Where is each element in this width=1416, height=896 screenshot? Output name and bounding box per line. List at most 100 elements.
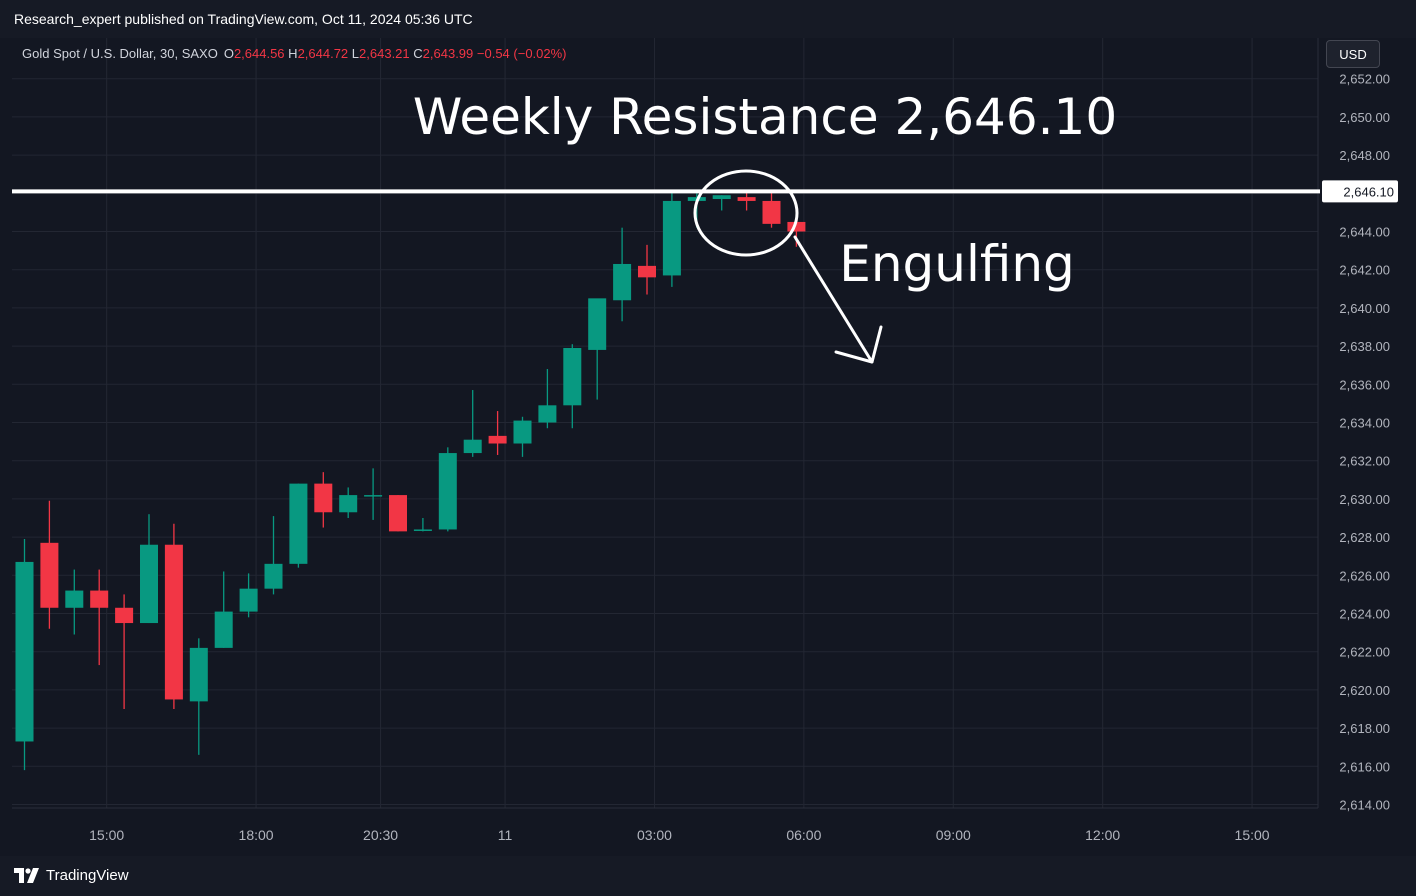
candle — [339, 487, 358, 518]
candle — [538, 369, 557, 429]
candle — [164, 523, 183, 709]
x-tick-label: 11 — [498, 827, 513, 843]
x-tick-label: 06:00 — [786, 827, 821, 843]
candle-body — [638, 265, 656, 278]
tradingview-logo[interactable]: TradingView — [14, 866, 129, 884]
candle-body — [90, 590, 109, 608]
x-tick-label: 15:00 — [89, 827, 124, 843]
y-tick-label: 2,628.00 — [1339, 530, 1390, 545]
engulfing-annotation: Engulfing — [839, 235, 1075, 293]
candle-body — [140, 544, 158, 624]
candle-body — [488, 435, 507, 444]
candle — [438, 447, 457, 532]
candle — [638, 244, 656, 295]
y-tick-label: 2,648.00 — [1339, 148, 1390, 163]
candle-body — [413, 529, 432, 531]
x-tick-label: 20:30 — [363, 827, 398, 843]
symbol-legend: Gold Spot / U.S. Dollar, 30, SAXO O2,644.… — [22, 46, 567, 61]
y-tick-label: 2,642.00 — [1339, 263, 1390, 278]
engulfing-highlight-circle — [693, 169, 799, 257]
candle — [314, 472, 333, 528]
y-tick-label: 2,622.00 — [1339, 645, 1390, 660]
candle-body — [513, 420, 532, 444]
candle — [613, 227, 632, 322]
candle-body — [613, 263, 632, 301]
candle-body — [762, 200, 781, 224]
x-tick-label: 18:00 — [239, 827, 274, 843]
candle — [189, 638, 208, 755]
candle — [563, 344, 582, 429]
price-axis[interactable]: 2,614.00 2,616.00 2,618.00 2,620.00 2,622.00… — [1339, 72, 1390, 813]
currency-button[interactable]: USD — [1326, 40, 1380, 68]
candle-body — [289, 483, 308, 564]
candle — [115, 594, 134, 709]
candle-body — [214, 611, 233, 648]
time-axis[interactable]: 15:00 18:00 20:30 11 03:00 06:00 09:00 12:00 15:… — [89, 827, 1270, 843]
candle-body — [314, 483, 333, 513]
y-tick-label: 2,620.00 — [1339, 683, 1390, 698]
candle-body — [65, 590, 84, 608]
symbol-name: Gold Spot / U.S. Dollar, 30, SAXO — [22, 46, 218, 61]
candle-body — [737, 197, 756, 201]
candle-body — [438, 453, 457, 530]
resistance-price-label: 2,646.10 — [1343, 184, 1394, 199]
high-value: 2,644.72 — [297, 46, 349, 61]
close-value: 2,643.99 — [422, 46, 474, 61]
candle — [40, 500, 59, 629]
candle-body — [115, 607, 134, 624]
x-tick-label: 12:00 — [1085, 827, 1120, 843]
y-tick-label: 2,618.00 — [1339, 721, 1390, 736]
high-label: H — [288, 46, 298, 61]
low-label: L — [351, 46, 360, 61]
downward-arrow — [793, 235, 883, 364]
candle — [364, 468, 383, 520]
publish-info: Research_expert published on TradingView… — [14, 11, 473, 27]
candle-body — [239, 588, 258, 612]
y-tick-label: 2,632.00 — [1339, 454, 1390, 469]
candle — [413, 518, 432, 532]
candle — [662, 191, 681, 287]
y-tick-label: 2,640.00 — [1339, 301, 1390, 316]
candle — [289, 483, 308, 568]
candle-body — [787, 221, 806, 232]
candle-body — [712, 195, 731, 200]
y-tick-label: 2,638.00 — [1339, 339, 1390, 354]
y-tick-label: 2,616.00 — [1339, 759, 1390, 774]
resistance-line-group: 2,646.10 — [12, 180, 1398, 203]
candle-body — [463, 439, 482, 454]
candle-series — [15, 191, 806, 771]
x-tick-label: 09:00 — [936, 827, 971, 843]
candle — [239, 573, 258, 618]
change-value: −0.54 (−0.02%) — [476, 46, 567, 61]
candle-body — [538, 405, 557, 423]
candle-body — [389, 495, 407, 532]
candle-body — [40, 542, 59, 608]
candle — [214, 571, 233, 648]
candle — [389, 495, 407, 532]
low-value: 2,643.21 — [359, 46, 410, 61]
candle-body — [339, 495, 358, 513]
candle-body — [15, 561, 34, 742]
candle-body — [588, 298, 607, 350]
candle — [264, 516, 283, 595]
y-tick-label: 2,644.00 — [1339, 225, 1390, 240]
close-label: C — [413, 46, 423, 61]
candle-body — [189, 647, 208, 702]
y-tick-label: 2,650.00 — [1339, 110, 1390, 125]
y-tick-label: 2,626.00 — [1339, 568, 1390, 583]
resistance-price-tag — [1322, 180, 1398, 203]
candle — [65, 569, 84, 635]
price-chart[interactable]: 2,614.00 2,616.00 2,618.00 2,620.00 2,622.00… — [0, 38, 1416, 856]
candle — [90, 569, 109, 666]
chart-grid — [12, 38, 1318, 808]
candle — [712, 195, 731, 211]
candle — [513, 416, 532, 457]
resistance-annotation: Weekly Resistance 2,646.10 — [413, 88, 1117, 146]
x-tick-label: 03:00 — [637, 827, 672, 843]
y-tick-label: 2,636.00 — [1339, 377, 1390, 392]
publish-bar: Research_expert published on TradingView… — [0, 0, 1416, 38]
candle-body — [662, 200, 681, 276]
y-tick-label: 2,634.00 — [1339, 416, 1390, 431]
candle-body — [563, 348, 582, 406]
candle — [737, 191, 756, 211]
